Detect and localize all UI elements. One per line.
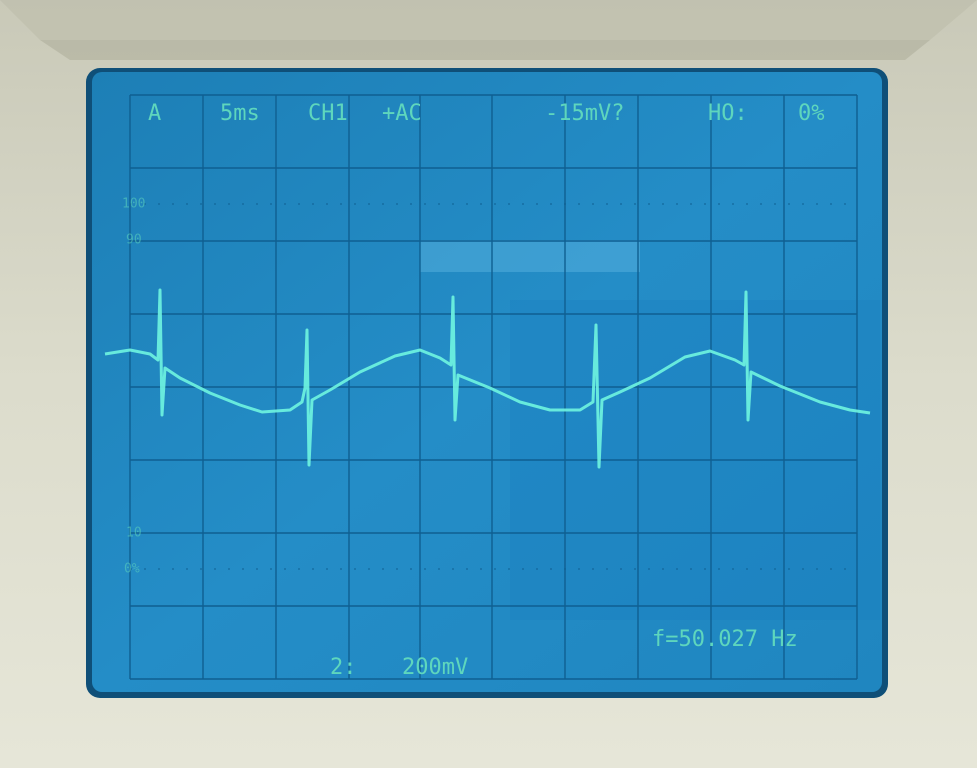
graticule-label: 90: [126, 233, 142, 248]
timebase: 5ms: [220, 101, 260, 126]
frequency: f=50.027 Hz: [652, 627, 798, 652]
graticule-label: 10: [126, 526, 142, 541]
bezel-shade: [0, 0, 977, 40]
channel-2: 2:: [330, 655, 357, 680]
trigger-level: -15mV?: [545, 101, 624, 126]
waveform: [104, 288, 871, 469]
trigger: A: [148, 101, 161, 126]
channel-2-scale: 200mV: [402, 655, 468, 680]
reflection: [420, 240, 640, 272]
coupling: +AC: [382, 101, 422, 126]
holdoff-label: HO:: [708, 101, 748, 126]
graticule-label: 100: [122, 197, 145, 212]
graticule-label: 0%: [124, 562, 140, 577]
bezel-inner: [40, 40, 930, 60]
screen: [92, 72, 882, 692]
holdoff: 0%: [798, 101, 825, 126]
graticule: [129, 94, 858, 680]
channel: CH1: [308, 101, 348, 126]
